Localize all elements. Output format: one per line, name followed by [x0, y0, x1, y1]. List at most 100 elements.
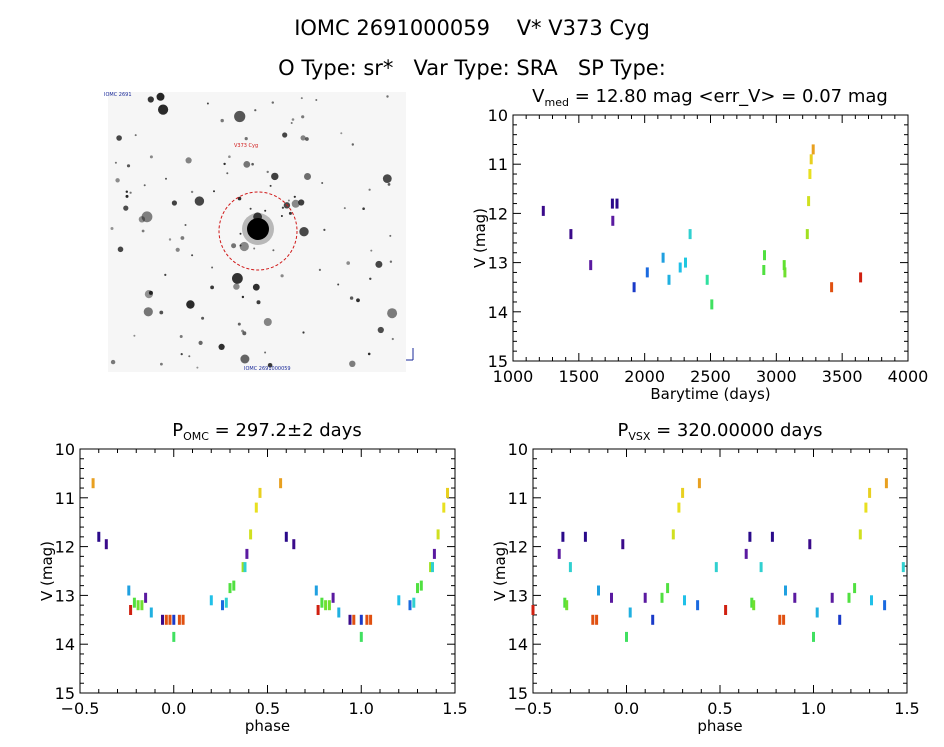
star — [389, 260, 393, 263]
data-point — [847, 592, 851, 603]
data-point — [416, 583, 419, 594]
star — [272, 249, 275, 252]
star — [346, 261, 351, 265]
data-point — [172, 614, 176, 625]
y-tick-label: 11 — [488, 155, 508, 174]
y-tick-label: 10 — [55, 440, 75, 459]
star — [190, 190, 194, 194]
star-field — [110, 92, 398, 369]
star — [241, 329, 244, 333]
chart-title: POMC = 297.2±2 days — [172, 420, 362, 443]
data-point — [316, 605, 320, 615]
data-point — [812, 631, 815, 642]
y-tick-label: 14 — [55, 635, 75, 654]
star — [242, 331, 247, 336]
star — [382, 174, 392, 184]
y-axis-label: V (mag) — [491, 541, 509, 601]
data-point — [129, 605, 133, 615]
star — [160, 362, 163, 366]
chart-title: Vmed = 12.80 mag <err_V> = 0.07 mag — [532, 86, 888, 109]
star — [318, 268, 321, 271]
data-point — [243, 562, 247, 573]
star — [133, 334, 136, 337]
image-corner-label: IOMC 2691 — [104, 92, 132, 98]
star — [165, 177, 167, 180]
data-point — [748, 531, 752, 542]
star — [196, 366, 199, 369]
star — [349, 360, 356, 367]
data-point — [684, 257, 687, 268]
x-tick-label: 3000 — [756, 367, 797, 386]
star — [301, 115, 305, 119]
data-point — [352, 614, 356, 625]
data-point — [858, 529, 862, 540]
star — [239, 244, 242, 247]
y-axis-label: V (mag) — [471, 208, 489, 268]
data-point — [161, 614, 164, 625]
star — [138, 216, 146, 223]
star — [213, 190, 215, 193]
data-point — [864, 502, 868, 513]
star — [126, 164, 131, 168]
data-point — [883, 600, 887, 611]
data-point — [531, 605, 535, 615]
star — [264, 351, 267, 354]
x-axis-label: Barytime (days) — [650, 385, 770, 403]
x-tick-label: 1.5 — [442, 699, 467, 718]
star — [340, 132, 343, 135]
data-point — [149, 607, 153, 618]
x-tick-label: 0.5 — [707, 699, 732, 718]
star — [244, 137, 248, 141]
star — [234, 110, 246, 123]
data-point — [763, 250, 766, 261]
target-star-halo — [242, 213, 274, 245]
data-point — [808, 539, 812, 550]
star — [304, 173, 311, 180]
star — [149, 155, 153, 159]
data-point — [168, 614, 172, 625]
x-tick-label: 2500 — [690, 367, 731, 386]
star — [263, 318, 272, 326]
star — [290, 122, 293, 124]
data-point — [744, 548, 748, 559]
star — [367, 352, 371, 356]
star — [110, 227, 114, 230]
star — [114, 161, 117, 164]
star — [349, 296, 354, 300]
star — [243, 161, 251, 168]
star — [115, 178, 120, 183]
chart-title: PVSX = 320.00000 days — [618, 420, 823, 443]
type-info-title: O Type: sr* Var Type: SRA SP Type: — [278, 56, 666, 80]
data-point — [625, 631, 628, 642]
data-point — [859, 272, 863, 283]
star — [299, 227, 309, 237]
data-point — [611, 215, 615, 226]
data-point — [696, 600, 700, 611]
data-point — [661, 252, 665, 263]
x-tick-label: 1.5 — [894, 699, 919, 718]
data-point — [838, 614, 842, 625]
star — [251, 162, 254, 166]
y-tick-label: 15 — [508, 684, 528, 703]
star — [201, 316, 205, 320]
y-tick-label: 12 — [488, 204, 508, 223]
star — [282, 132, 288, 138]
data-point — [172, 631, 176, 642]
star — [305, 137, 309, 141]
data-point — [688, 229, 692, 240]
data-point — [258, 487, 262, 498]
star — [159, 105, 162, 108]
star — [343, 207, 346, 210]
star — [116, 135, 122, 141]
star — [191, 254, 194, 257]
star — [269, 184, 272, 187]
star — [185, 157, 192, 164]
data-point — [209, 595, 213, 606]
star — [156, 92, 165, 101]
data-point — [419, 580, 423, 591]
data-point — [807, 196, 811, 207]
star — [368, 188, 371, 191]
data-point — [348, 614, 352, 625]
